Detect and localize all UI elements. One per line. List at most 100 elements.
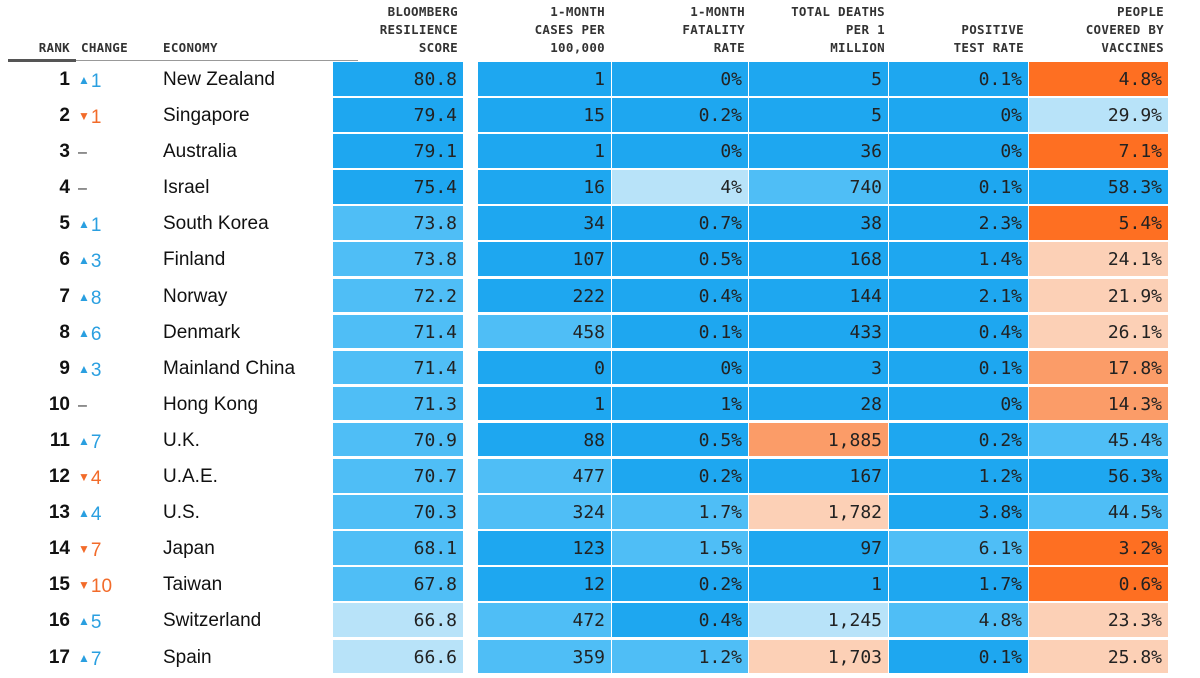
resilience-score-cell: 70.3: [333, 495, 463, 530]
resilience-score-cell: 68.1: [333, 531, 463, 566]
vaccines-cell: 3.2%: [1028, 531, 1168, 566]
fatality-cell: 0%: [611, 350, 748, 386]
arrow-up-icon: ▲: [78, 614, 90, 629]
vaccines-cell: 4.8%: [1028, 62, 1168, 97]
vaccines-cell: 45.4%: [1028, 422, 1168, 458]
rank-value: 15: [48, 574, 70, 596]
header-cases: 1-MONTH CASES PER 100,000: [534, 4, 605, 55]
table-row: 1 ▲1 New Zealand 80.8 1 0% 5 0.1% 4.8%: [0, 62, 1200, 98]
positive-rate-cell: 0.1%: [888, 62, 1028, 97]
table-row: 3 – Australia 79.1 1 0% 36 0% 7.1%: [0, 134, 1200, 170]
rank-change: ▼1: [78, 107, 102, 129]
rank-change: ▲7: [78, 648, 102, 670]
economy-name: Israel: [163, 177, 210, 199]
header-divider: [8, 60, 358, 61]
table-row: 14 ▼7 Japan 68.1 123 1.5% 97 6.1% 3.2%: [0, 531, 1200, 567]
deaths-cell: 167: [748, 459, 888, 494]
resilience-score-cell: 71.4: [333, 314, 463, 350]
positive-rate-cell: 6.1%: [888, 531, 1028, 566]
fatality-cell: 1.2%: [611, 639, 748, 674]
rank-change: ▼4: [78, 468, 102, 490]
deaths-cell: 1,703: [748, 639, 888, 674]
cases-cell: 123: [478, 531, 611, 566]
vaccines-cell: 26.1%: [1028, 314, 1168, 350]
deaths-cell: 1: [748, 567, 888, 602]
resilience-score-cell: 80.8: [333, 62, 463, 97]
table-row: 2 ▼1 Singapore 79.4 15 0.2% 5 0% 29.9%: [0, 98, 1200, 134]
rank-value: 7: [59, 285, 70, 307]
positive-rate-cell: 1.2%: [888, 459, 1028, 494]
table-row: 11 ▲7 U.K. 70.9 88 0.5% 1,885 0.2% 45.4%: [0, 422, 1200, 459]
rank-change: ▲5: [78, 612, 102, 634]
deaths-cell: 144: [748, 278, 888, 314]
table-row: 12 ▼4 U.A.E. 70.7 477 0.2% 167 1.2% 56.3…: [0, 459, 1200, 495]
resilience-score-cell: 66.6: [333, 639, 463, 674]
fatality-cell: 1%: [611, 386, 748, 422]
cases-cell: 16: [478, 170, 611, 205]
resilience-score-cell: 73.8: [333, 242, 463, 277]
economy-name: South Korea: [163, 213, 269, 235]
economy-name: Finland: [163, 249, 226, 271]
deaths-cell: 433: [748, 314, 888, 350]
positive-rate-cell: 0.4%: [888, 314, 1028, 350]
economy-name: U.K.: [163, 429, 200, 451]
cases-cell: 222: [478, 278, 611, 314]
positive-rate-cell: 2.1%: [888, 278, 1028, 314]
deaths-cell: 97: [748, 531, 888, 566]
positive-rate-cell: 0%: [888, 386, 1028, 422]
vaccines-cell: 14.3%: [1028, 386, 1168, 422]
rank-value: 10: [48, 393, 70, 415]
positive-rate-cell: 0.1%: [888, 639, 1028, 674]
rank-value: 11: [49, 429, 70, 451]
economy-name: Mainland China: [163, 357, 296, 379]
header-resilience-score: BLOOMBERG RESILIENCE SCORE: [379, 4, 458, 55]
fatality-cell: 1.7%: [611, 495, 748, 530]
vaccines-cell: 29.9%: [1028, 98, 1168, 133]
resilience-score-cell: 79.4: [333, 98, 463, 133]
fatality-cell: 0.5%: [611, 242, 748, 277]
fatality-cell: 1.5%: [611, 531, 748, 566]
cases-cell: 1: [478, 134, 611, 169]
table-row: 4 – Israel 75.4 16 4% 740 0.1% 58.3%: [0, 170, 1200, 206]
arrow-up-icon: ▲: [78, 289, 90, 304]
table-row: 13 ▲4 U.S. 70.3 324 1.7% 1,782 3.8% 44.5…: [0, 495, 1200, 531]
arrow-down-icon: ▼: [78, 109, 90, 124]
rank-change: –: [78, 134, 88, 171]
rank-value: 9: [59, 357, 70, 379]
positive-rate-cell: 0.2%: [888, 422, 1028, 458]
cases-cell: 88: [478, 422, 611, 458]
arrow-down-icon: ▼: [78, 578, 90, 593]
deaths-cell: 5: [748, 98, 888, 133]
deaths-cell: 1,245: [748, 603, 888, 638]
table-row: 10 – Hong Kong 71.3 1 1% 28 0% 14.3%: [0, 386, 1200, 423]
fatality-cell: 0.5%: [611, 422, 748, 458]
positive-rate-cell: 1.4%: [888, 242, 1028, 277]
rank-change: ▲1: [78, 215, 102, 237]
table-header: RANK CHANGE ECONOMY BLOOMBERG RESILIENCE…: [0, 0, 1200, 62]
positive-rate-cell: 1.7%: [888, 567, 1028, 602]
rank-value: 13: [48, 502, 70, 524]
header-deaths: TOTAL DEATHS PER 1 MILLION: [791, 4, 885, 55]
cases-cell: 107: [478, 242, 611, 277]
arrow-up-icon: ▲: [78, 650, 90, 665]
vaccines-cell: 44.5%: [1028, 495, 1168, 530]
cases-cell: 34: [478, 206, 611, 241]
deaths-cell: 36: [748, 134, 888, 169]
rank-change: ▲3: [78, 359, 102, 381]
vaccines-cell: 56.3%: [1028, 459, 1168, 494]
table-row: 8 ▲6 Denmark 71.4 458 0.1% 433 0.4% 26.1…: [0, 314, 1200, 351]
rank-change: ▼10: [78, 576, 113, 598]
deaths-cell: 1,782: [748, 495, 888, 530]
deaths-cell: 5: [748, 62, 888, 97]
rank-change: ▲4: [78, 504, 102, 526]
rank-change: ▼7: [78, 540, 102, 562]
positive-rate-cell: 0%: [888, 134, 1028, 169]
fatality-cell: 0.4%: [611, 278, 748, 314]
arrow-up-icon: ▲: [78, 253, 90, 268]
fatality-cell: 0.1%: [611, 314, 748, 350]
resilience-score-cell: 75.4: [333, 170, 463, 205]
vaccines-cell: 7.1%: [1028, 134, 1168, 169]
deaths-cell: 168: [748, 242, 888, 277]
arrow-up-icon: ▲: [78, 361, 90, 376]
positive-rate-cell: 2.3%: [888, 206, 1028, 241]
